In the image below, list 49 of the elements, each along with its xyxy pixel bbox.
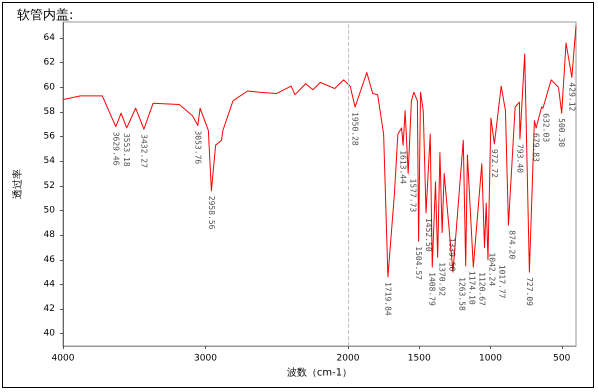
annotation: 1719.84 — [383, 282, 392, 316]
x-tick-label: 1500 — [408, 354, 431, 364]
annotation: 727.09 — [524, 277, 534, 306]
annotation: 679.83 — [532, 132, 541, 162]
y-tick-label: 54 — [44, 156, 56, 166]
y-tick-label: 64 — [44, 33, 56, 44]
x-tick-label: 500 — [553, 354, 571, 364]
x-axis-title: 波数（cm-1） — [286, 366, 352, 378]
annotation: 1174.10 — [468, 270, 477, 305]
annotation: 1120.67 — [478, 272, 487, 306]
annotation: 3629.46 — [111, 132, 120, 166]
annotation: 1370.92 — [438, 262, 447, 296]
annotation: 632.03 — [542, 113, 551, 142]
y-tick-label: 56 — [44, 132, 56, 142]
x-tick-label: 1000 — [479, 354, 502, 364]
y-axis-title: 透过率 — [12, 169, 24, 199]
annotation: 793.40 — [515, 144, 524, 174]
x-tick-label: 3000 — [194, 354, 218, 364]
annotation: 1408.79 — [428, 272, 437, 306]
y-tick-label: 50 — [44, 205, 56, 216]
annotation: 3432.27 — [139, 134, 148, 168]
annotation: 1263.58 — [458, 277, 467, 311]
annotation: 1504.57 — [414, 246, 424, 280]
annotation: 1577.73 — [408, 178, 418, 212]
chart-title: 软管内盖: — [17, 7, 74, 23]
annotation: 2958.56 — [206, 196, 216, 230]
annotation: 500.30 — [557, 118, 566, 148]
y-tick-label: 40 — [44, 328, 56, 339]
y-tick-label: 58 — [44, 106, 56, 117]
annotation: 1017.77 — [498, 264, 507, 299]
y-tick-label: 62 — [44, 58, 55, 68]
annotation: 3553.18 — [122, 132, 132, 167]
y-tick-label: 48 — [44, 230, 56, 240]
annotation: 3053.76 — [193, 130, 202, 164]
x-tick-label: 4000 — [52, 354, 75, 364]
y-tick-label: 46 — [44, 254, 56, 265]
annotation: 429.12 — [567, 82, 576, 112]
x-tick-label: 2000 — [336, 354, 360, 364]
y-tick-label: 44 — [44, 279, 56, 290]
annotation: 1613.44 — [398, 150, 408, 184]
y-tick-label: 42 — [44, 304, 55, 314]
annotation: 1452.50 — [424, 218, 434, 252]
y-tick-label: 60 — [44, 82, 56, 92]
y-tick-label: 52 — [44, 180, 55, 191]
annotation: 874.20 — [508, 230, 517, 260]
annotation: 1950.28 — [350, 112, 360, 146]
annotation: 1042.24 — [488, 252, 497, 286]
annotation: 1339.50 — [448, 238, 457, 272]
annotation: 972.72 — [490, 148, 499, 178]
